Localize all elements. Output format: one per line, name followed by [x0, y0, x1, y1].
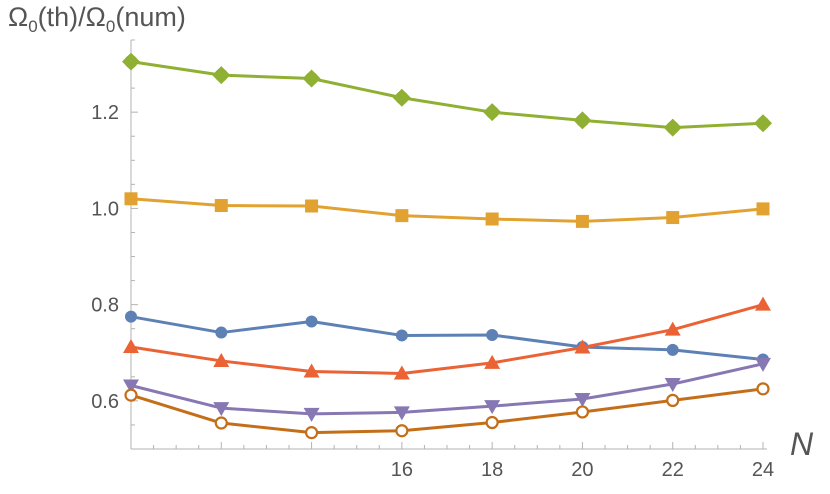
x-axis-label: N: [790, 426, 814, 462]
data-point: [575, 214, 589, 228]
data-point-core: [575, 113, 589, 127]
data-point: [756, 382, 770, 396]
data-point-core: [305, 71, 319, 85]
data-point: [124, 388, 138, 402]
data-point: [574, 339, 591, 354]
series-line-open-circle: [130, 387, 764, 435]
x-tick-label: 24: [752, 459, 774, 481]
data-point: [213, 352, 230, 367]
data-point: [666, 343, 679, 356]
data-point: [486, 328, 499, 341]
series-line-circle: [130, 315, 764, 361]
data-point: [123, 338, 139, 353]
data-point: [303, 407, 320, 422]
x-tick-label: 20: [571, 459, 593, 481]
data-point: [664, 321, 681, 336]
data-point: [124, 192, 138, 206]
data-point: [756, 202, 770, 216]
data-point: [485, 212, 499, 226]
data-point: [666, 393, 680, 408]
data-point: [304, 426, 319, 440]
data-point: [305, 315, 318, 328]
data-point-core: [395, 91, 409, 105]
data-point: [303, 363, 320, 378]
y-tick-label: 0.6: [91, 391, 119, 413]
data-point: [395, 209, 409, 223]
data-point: [666, 211, 680, 225]
series-line-diamond: [130, 60, 764, 130]
data-point-core: [485, 105, 499, 119]
series-line-triangle-down: [130, 362, 764, 416]
data-point: [125, 310, 137, 323]
data-point: [123, 379, 139, 394]
data-point: [213, 402, 230, 417]
data-point: [574, 392, 591, 407]
data-point: [305, 199, 319, 213]
data-point: [755, 296, 771, 311]
data-point: [214, 199, 228, 213]
data-point-core: [214, 68, 228, 82]
y-tick-label: 1.0: [91, 198, 119, 220]
data-point: [393, 406, 410, 421]
data-point: [484, 354, 501, 369]
series-line-triangle-up: [130, 303, 764, 375]
x-tick-label: 22: [662, 459, 684, 481]
data-point: [484, 400, 501, 415]
data-point: [485, 415, 499, 430]
y-tick-label: 0.8: [91, 295, 119, 317]
x-tick-label: 18: [481, 459, 503, 481]
data-point: [664, 378, 681, 393]
data-point: [395, 329, 408, 342]
data-point-core: [666, 121, 680, 135]
data-point: [215, 326, 228, 339]
data-point-core: [124, 55, 138, 69]
data-point: [755, 357, 771, 372]
data-point: [395, 424, 409, 438]
x-tick-label: 16: [391, 459, 413, 481]
y-tick-label: 1.2: [91, 102, 119, 124]
data-point: [575, 405, 590, 419]
y-axis-label: Ω0(th)/Ω0(num): [8, 2, 186, 36]
data-point-core: [756, 116, 770, 130]
data-point: [393, 365, 410, 380]
series-line-square: [130, 197, 764, 223]
data-point: [214, 416, 228, 430]
